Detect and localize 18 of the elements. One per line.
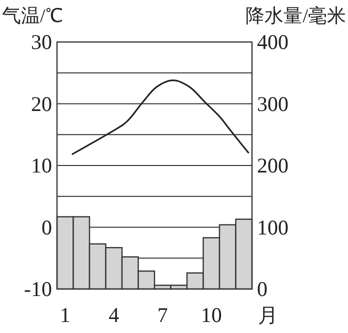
x-axis-title: 月 <box>258 305 278 327</box>
y-tick-label: -10 <box>24 277 52 301</box>
line-series <box>71 79 250 156</box>
x-tick-label: 7 <box>157 303 168 327</box>
y2-tick-label: 200 <box>257 154 288 178</box>
y2-axis-title: 降水量/毫米 <box>246 5 346 27</box>
y-tick-label: 0 <box>42 215 52 240</box>
x-tick-label: 4 <box>108 303 120 327</box>
y2-tick-label: 400 <box>257 30 288 54</box>
x-tick-label: 1 <box>60 303 70 327</box>
y2-tick-label: 100 <box>257 215 288 240</box>
x-tick-label: 10 <box>200 303 222 327</box>
y-tick-label: 20 <box>31 92 52 116</box>
y-tick-label: 10 <box>31 154 52 178</box>
y-axis-title: 气温/℃ <box>2 6 64 27</box>
y2-tick-label: 0 <box>257 277 268 301</box>
y-tick-label: 30 <box>31 30 52 54</box>
y2-tick-label: 300 <box>257 92 288 116</box>
